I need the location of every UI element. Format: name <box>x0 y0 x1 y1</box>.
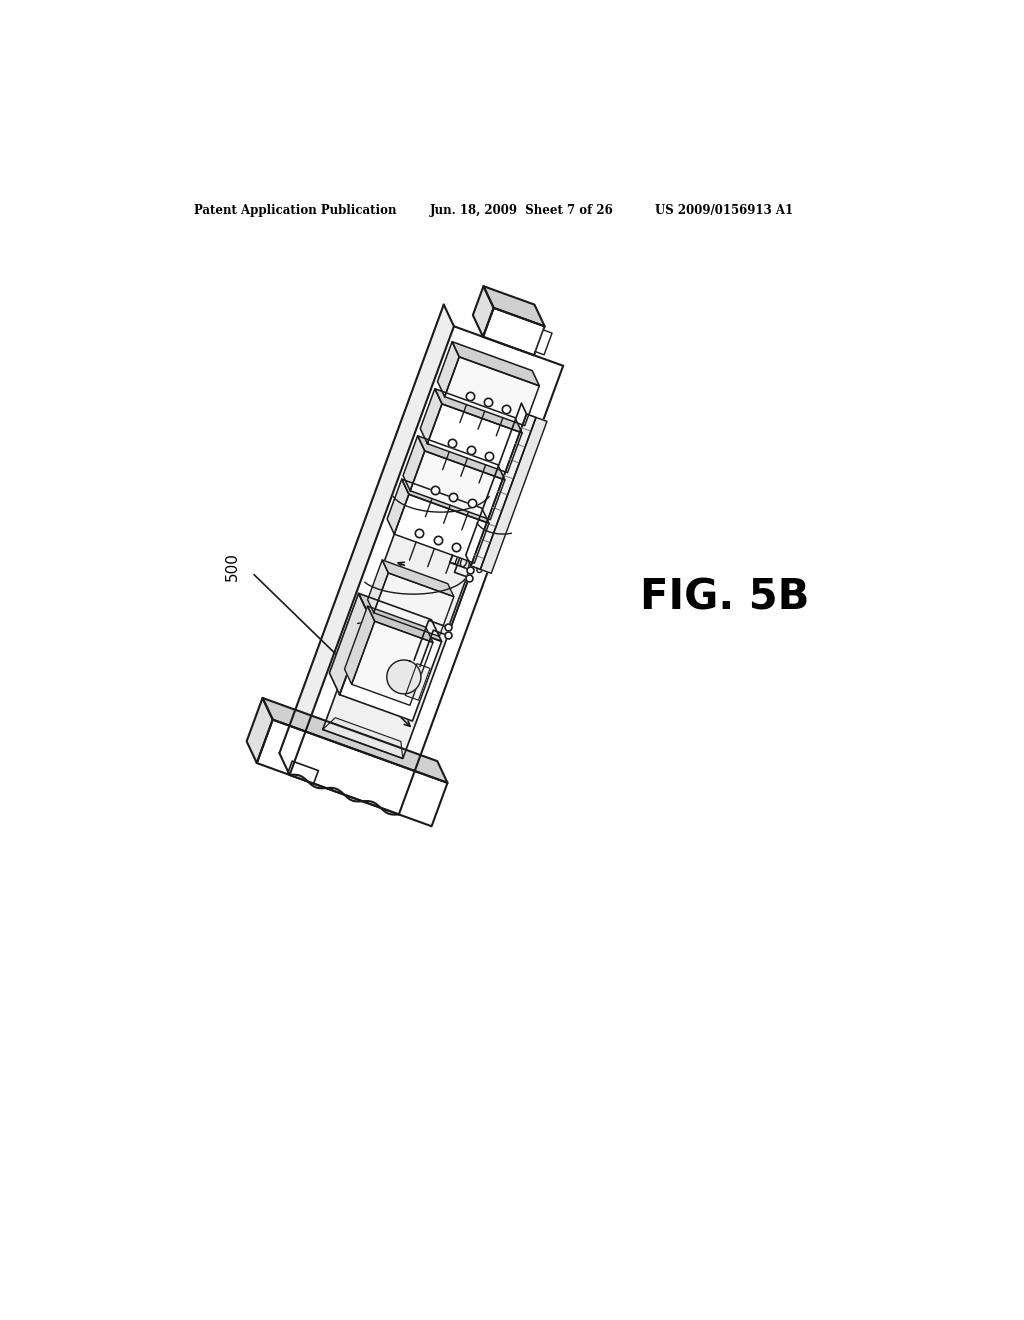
Polygon shape <box>536 330 552 355</box>
Polygon shape <box>471 414 536 569</box>
Text: 1000: 1000 <box>449 552 486 577</box>
Polygon shape <box>280 305 454 775</box>
Polygon shape <box>418 436 505 480</box>
Polygon shape <box>444 356 540 425</box>
Polygon shape <box>403 436 425 491</box>
Polygon shape <box>480 417 547 573</box>
Polygon shape <box>483 286 545 326</box>
Polygon shape <box>420 388 442 444</box>
Polygon shape <box>452 342 540 385</box>
Polygon shape <box>351 622 433 705</box>
Text: Jun. 18, 2009  Sheet 7 of 26: Jun. 18, 2009 Sheet 7 of 26 <box>430 205 614 218</box>
Polygon shape <box>387 479 409 535</box>
Polygon shape <box>411 451 505 520</box>
Text: 500: 500 <box>225 552 240 581</box>
Polygon shape <box>323 383 530 759</box>
Polygon shape <box>340 615 441 721</box>
Polygon shape <box>288 762 318 784</box>
Polygon shape <box>290 326 563 814</box>
Polygon shape <box>394 495 488 564</box>
Polygon shape <box>374 573 454 636</box>
Polygon shape <box>427 404 522 473</box>
Polygon shape <box>257 719 447 826</box>
Polygon shape <box>382 560 454 597</box>
Text: US 2009/0156913 A1: US 2009/0156913 A1 <box>655 205 794 218</box>
Polygon shape <box>437 342 459 397</box>
Text: 530: 530 <box>473 529 502 552</box>
Polygon shape <box>368 606 433 643</box>
Polygon shape <box>368 560 388 612</box>
Polygon shape <box>262 698 447 783</box>
Polygon shape <box>344 606 375 684</box>
Polygon shape <box>435 388 522 433</box>
Text: FIG. 5B: FIG. 5B <box>640 577 809 618</box>
Polygon shape <box>473 286 494 337</box>
Text: 510: 510 <box>477 498 506 520</box>
Polygon shape <box>483 308 545 355</box>
Polygon shape <box>466 403 526 566</box>
Polygon shape <box>358 594 441 642</box>
Text: 520: 520 <box>391 602 421 624</box>
Polygon shape <box>330 594 369 694</box>
Text: Patent Application Publication: Patent Application Publication <box>194 205 396 218</box>
Polygon shape <box>401 479 488 523</box>
Polygon shape <box>247 698 272 763</box>
Polygon shape <box>323 718 402 759</box>
Polygon shape <box>406 664 430 700</box>
Polygon shape <box>387 660 421 694</box>
